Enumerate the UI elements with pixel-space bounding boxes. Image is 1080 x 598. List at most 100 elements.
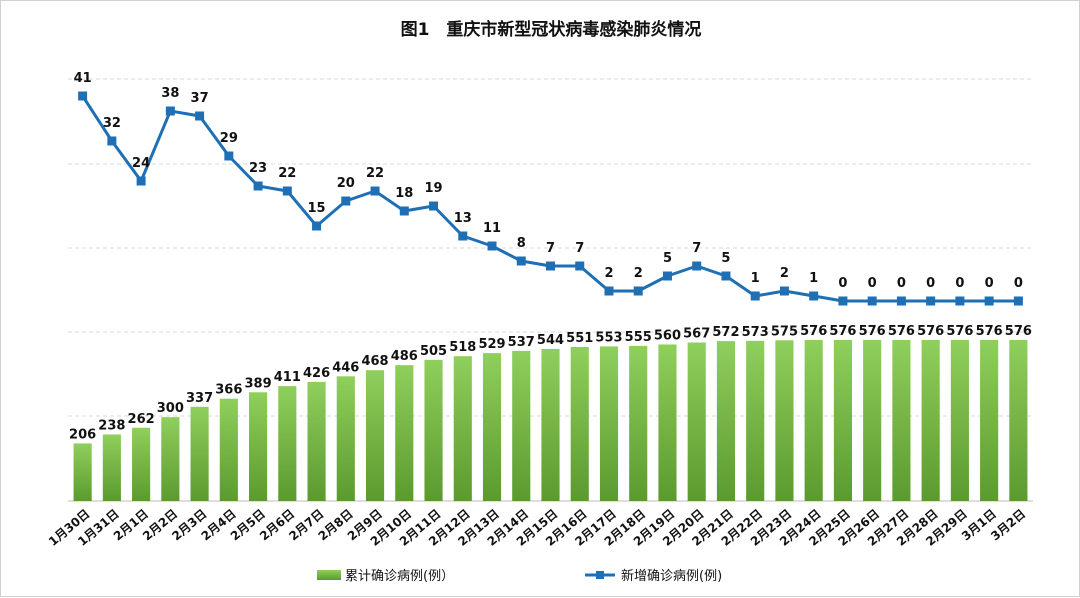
bar-value-label: 337 xyxy=(186,391,213,406)
bar-value-label: 576 xyxy=(888,324,915,339)
line-point xyxy=(546,261,555,271)
legend-line-label: 新增确诊病例(例) xyxy=(621,568,722,584)
bar xyxy=(541,348,560,501)
bar xyxy=(453,356,472,501)
bar xyxy=(833,340,852,501)
line-value-label: 29 xyxy=(220,131,238,146)
line-value-label: 20 xyxy=(337,176,355,191)
line-point xyxy=(1013,296,1023,306)
line-point xyxy=(633,286,643,296)
bar-value-label: 553 xyxy=(595,330,622,345)
line-value-label: 8 xyxy=(517,236,526,251)
bar-value-label: 300 xyxy=(157,401,184,416)
line-value-label: 22 xyxy=(278,166,296,181)
bar xyxy=(863,340,882,501)
bar-value-label: 551 xyxy=(566,331,593,346)
line-point xyxy=(136,176,146,186)
line-point xyxy=(429,201,439,211)
line-value-label: 11 xyxy=(483,221,501,236)
bar-value-label: 572 xyxy=(712,325,739,340)
line-value-label: 7 xyxy=(546,241,555,256)
chart-title: 图1 重庆市新型冠状病毒感染肺炎情况 xyxy=(401,19,702,40)
line-value-label: 22 xyxy=(366,166,384,181)
line-point xyxy=(779,286,789,296)
bar xyxy=(424,359,443,501)
line-series xyxy=(78,91,1023,306)
bar xyxy=(746,340,765,501)
bar xyxy=(132,427,151,501)
bar-value-label: 576 xyxy=(976,324,1003,339)
bar-value-label: 446 xyxy=(332,360,359,375)
line-point xyxy=(224,151,234,161)
line-point xyxy=(78,91,88,101)
bar xyxy=(219,398,238,501)
bar xyxy=(804,340,823,501)
line-point xyxy=(896,296,906,306)
line-value-label: 2 xyxy=(634,266,643,281)
line-point xyxy=(107,136,117,146)
bar-value-label: 575 xyxy=(771,324,798,339)
bar-value-label: 366 xyxy=(215,383,242,398)
legend-line-marker xyxy=(596,571,604,579)
bar-value-label: 389 xyxy=(245,376,272,391)
bar xyxy=(950,340,969,501)
line-point xyxy=(838,296,848,306)
bar xyxy=(161,417,180,501)
line-point xyxy=(984,296,994,306)
bar-value-label: 486 xyxy=(391,349,418,364)
bar-value-label: 262 xyxy=(128,412,155,427)
bar xyxy=(249,392,268,501)
bar xyxy=(190,406,209,501)
line-point xyxy=(692,261,702,271)
line-value-label: 0 xyxy=(838,276,847,291)
line-value-label: 0 xyxy=(985,276,994,291)
bar xyxy=(307,381,326,501)
bar-value-label: 567 xyxy=(683,327,710,342)
bar xyxy=(395,365,414,501)
bar-value-label: 576 xyxy=(1005,324,1032,339)
bar xyxy=(482,353,502,501)
bar-value-label: 411 xyxy=(274,370,301,385)
line-value-label: 0 xyxy=(897,276,906,291)
line-point xyxy=(399,206,409,216)
line-value-label: 15 xyxy=(308,201,326,216)
bar xyxy=(629,345,648,501)
bar-value-label: 555 xyxy=(625,330,652,345)
line-point xyxy=(165,106,175,116)
line-point xyxy=(253,181,263,191)
line-point xyxy=(721,271,731,281)
line-value-label: 1 xyxy=(751,271,760,286)
bar xyxy=(687,342,706,501)
line-point xyxy=(312,221,322,231)
line-value-label: 19 xyxy=(424,181,442,196)
line-point xyxy=(370,186,380,196)
bar-value-label: 529 xyxy=(478,337,505,352)
bar xyxy=(278,386,297,501)
bar-value-label: 518 xyxy=(449,340,476,355)
line-value-label: 32 xyxy=(103,116,121,131)
line-point xyxy=(809,291,819,301)
bar-value-label: 505 xyxy=(420,344,447,359)
line-value-label: 41 xyxy=(74,71,92,86)
bar xyxy=(570,346,589,501)
line-value-label: 18 xyxy=(395,186,413,201)
bar-value-label: 576 xyxy=(917,324,944,339)
line-value-label: 23 xyxy=(249,161,267,176)
line-point xyxy=(662,271,672,281)
bar xyxy=(599,346,619,501)
bar-value-label: 206 xyxy=(69,427,96,442)
line-value-label: 0 xyxy=(868,276,877,291)
line-point xyxy=(575,261,585,271)
line-value-label: 13 xyxy=(454,211,472,226)
line-value-label: 38 xyxy=(161,86,179,101)
line-value-label: 0 xyxy=(1014,276,1023,291)
line-point xyxy=(458,231,468,241)
line-value-label: 1 xyxy=(809,271,818,286)
line-point xyxy=(926,296,936,306)
bar-value-label: 576 xyxy=(800,324,827,339)
line-value-label: 7 xyxy=(692,241,701,256)
line-point xyxy=(282,186,292,196)
line-point xyxy=(195,111,205,121)
